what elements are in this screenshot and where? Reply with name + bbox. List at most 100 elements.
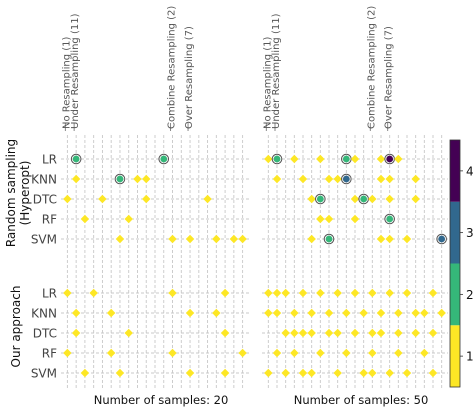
panel-1-point-knn	[106, 308, 116, 318]
panel-1-point-svm	[115, 234, 125, 244]
panel-2-point-lr	[402, 288, 412, 298]
panel-2-point-lr	[264, 154, 273, 164]
colorbar-segment-2	[450, 263, 460, 326]
panel-1-point-dtc	[203, 194, 212, 204]
panel-2-point-rf	[316, 348, 325, 358]
row-label-lr: LR	[42, 287, 57, 301]
panel-1-x-axis-label: Number of samples: 20	[94, 393, 229, 407]
panel-2-point-svm	[385, 368, 394, 378]
row-label-dtc: DTC	[33, 193, 57, 207]
panel-2-point-dtc	[360, 195, 368, 203]
panel-2-point-highlight	[341, 173, 352, 185]
panel-2-point-dtc	[281, 328, 290, 338]
grid-layer	[61, 135, 448, 388]
panel-2-group-label-under-resampling-11: Under Resampling (11)	[271, 13, 282, 129]
row-label-rf: RF	[42, 213, 57, 227]
panel-1-point-svm	[115, 368, 125, 378]
panel-1-point-rf	[238, 348, 247, 358]
panel-2-point-knn	[324, 174, 334, 184]
panel-2-point-svm	[438, 235, 446, 243]
colorbar-segment-4	[450, 140, 460, 202]
panel-2-point-lr	[273, 155, 281, 163]
panel-2-point-dtc	[368, 328, 377, 338]
panel-2-point-knn	[411, 174, 420, 184]
panel-2-point-knn	[290, 308, 299, 318]
panel-2-point-lr	[342, 155, 350, 163]
panel-2-point-lr	[394, 154, 403, 164]
panel-2-point-lr	[316, 154, 325, 164]
panel-2-point-svm	[385, 234, 394, 244]
panel-2-point-dtc	[394, 328, 403, 338]
panel-2-point-dtc	[411, 194, 420, 204]
panel-1-point-rf	[63, 348, 72, 358]
panel-2-point-svm	[368, 368, 377, 378]
panel-1-point-knn	[185, 308, 195, 318]
panel-1-point-lr	[168, 288, 177, 298]
panel-1-point-dtc	[71, 328, 81, 338]
panel-2-point-rf	[272, 348, 282, 358]
panel-2-point-lr	[350, 288, 360, 298]
panel-2-point-dtc	[290, 328, 299, 338]
panel-1-point-rf	[106, 348, 116, 358]
section-label-line: Our approach	[9, 286, 23, 368]
panel-2-point-rf	[342, 348, 351, 358]
panel-1-point-highlight	[114, 173, 126, 185]
panel-2-point-dtc	[368, 194, 377, 204]
panel-2-point-lr	[281, 288, 290, 298]
panel-1-point-svm	[229, 234, 239, 244]
panel-2-point-knn	[272, 308, 282, 318]
panel-1-point-highlight	[70, 153, 82, 165]
colorbar-segment-3	[450, 201, 460, 264]
row-label-lr: LR	[42, 153, 57, 167]
panel-2-point-lr	[376, 154, 386, 164]
panel-2-point-knn	[272, 174, 282, 184]
panel-1-point-knn	[142, 174, 151, 184]
panel-2-point-dtc	[350, 328, 360, 338]
panel-1-point-lr	[89, 288, 98, 298]
panel-1-point-rf	[124, 214, 133, 224]
panel-1-point-knn	[71, 174, 81, 184]
panel-2-point-lr	[428, 288, 438, 298]
panel-2-point-knn	[394, 308, 403, 318]
label-layer: No Resampling (1)Under Resampling (11) Co…	[4, 6, 428, 407]
panel-2-point-lr	[368, 288, 377, 298]
panel-2-point-rf	[386, 215, 394, 223]
panel-2-point-svm	[264, 368, 273, 378]
panel-2-point-svm	[376, 234, 386, 244]
colorbar-tick-label: 1	[466, 350, 474, 364]
panel-1-point-knn	[133, 174, 142, 184]
panel-2-point-dtc	[411, 328, 420, 338]
panel-2-group-label-no-resampling-1: No Resampling (1)	[262, 36, 273, 129]
panel-2-point-knn	[307, 308, 316, 318]
panel-1-point-lr	[220, 288, 230, 298]
colorbar-tick-label: 4	[466, 164, 474, 178]
panel-1-group-label-combine-resampling-2: Combine Resampling (2)	[167, 6, 178, 129]
panel-2-point-rf	[316, 214, 325, 224]
row-label-knn: KNN	[31, 173, 57, 187]
panel-2-point-svm	[402, 368, 412, 378]
panel-2-point-rf	[368, 348, 377, 358]
panel-1-point-lr	[63, 288, 72, 298]
panel-1-point-lr	[72, 155, 80, 163]
panel-2-point-knn	[437, 308, 446, 318]
panel-1-point-dtc	[124, 328, 133, 338]
panel-1-point-lr	[160, 155, 168, 163]
panel-2-point-rf	[324, 214, 334, 224]
panel-2-point-lr	[272, 288, 282, 298]
colorbar-tick-label: 3	[466, 226, 474, 240]
panel-2-group-label-over-resampling-7: Over Resampling (7)	[384, 26, 395, 129]
panel-1-point-dtc	[63, 194, 72, 204]
panel-1-point-svm	[238, 234, 247, 244]
panel-1-point-dtc	[142, 194, 151, 204]
panel-1-group-label-over-resampling-7: Over Resampling (7)	[184, 26, 195, 129]
panel-2-point-highlight	[384, 213, 395, 225]
row-label-svm: SVM	[31, 367, 57, 381]
section-label-random-sampling-hyperopt: Random sampling(Hyperopt)	[4, 139, 32, 247]
panel-2-point-knn	[420, 308, 429, 318]
panel-1-point-dtc	[98, 194, 107, 204]
panel-1-point-svm	[220, 368, 230, 378]
panel-2-point-knn	[342, 175, 350, 183]
panel-1-point-svm	[212, 234, 221, 244]
panel-2-point-svm	[325, 235, 333, 243]
panel-2-point-lr	[298, 288, 308, 298]
